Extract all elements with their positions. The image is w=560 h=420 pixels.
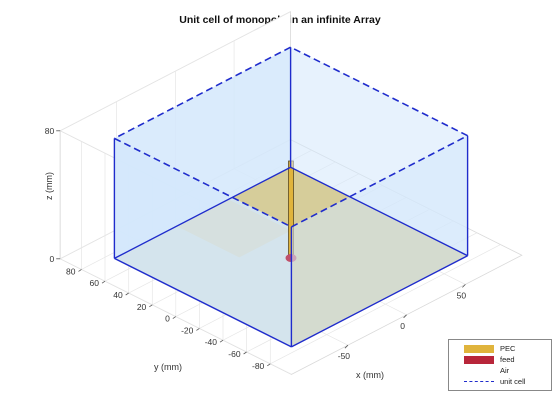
unit-cell-edge-2 <box>114 166 291 260</box>
y-tick-mark-4 <box>172 316 177 319</box>
unit-cell-scene <box>113 46 469 348</box>
y-tick-label-3: 20 <box>137 302 147 312</box>
y-tick-mark-0 <box>78 269 82 272</box>
z-axis-label: z (mm) <box>44 172 54 200</box>
y-tick-label-8: -80 <box>252 361 265 371</box>
unit-cell-edge-4 <box>291 134 468 228</box>
axis-labels: x (mm) y (mm) z (mm) <box>44 172 384 380</box>
legend-item-feed: feed <box>449 355 551 365</box>
legend-item-unit-cell: unit cell <box>449 377 551 387</box>
y-tick-mark-3 <box>149 304 153 308</box>
legend-swatch-pec <box>464 345 494 353</box>
unit-cell-edge-0 <box>291 255 468 348</box>
y-tick-mark-8 <box>267 363 271 367</box>
x-tick-mark-2 <box>462 284 466 288</box>
legend-label-unit-cell: unit cell <box>500 377 526 386</box>
y-tick-label-1: 60 <box>90 278 100 288</box>
air-wall-left <box>114 138 292 347</box>
unit-cell-edge-6 <box>114 46 291 140</box>
legend-label-air: Air <box>500 366 510 375</box>
legend: PEC feed Air unit cell <box>448 339 552 391</box>
unit-cell-edge-1 <box>290 166 468 257</box>
x-tick-mark-0 <box>344 344 349 349</box>
legend-swatch-feed <box>464 356 494 364</box>
y-tick-mark-5 <box>196 328 200 331</box>
unit-cell-edge-3 <box>114 257 292 348</box>
x-tick-label-1: 0 <box>400 321 405 331</box>
legend-swatch-air <box>464 367 494 375</box>
x-tick-label-2: 50 <box>457 290 467 300</box>
y-tick-mark-1 <box>101 280 106 284</box>
x-axis-label: x (mm) <box>356 370 384 380</box>
x-tick-mark-1 <box>403 314 407 319</box>
legend-item-air: Air <box>449 366 551 376</box>
axis-ticks: -50 0 50 80 60 40 20 0 -20 -40 -60 -80 80 0 <box>45 126 467 371</box>
y-tick-mark-6 <box>219 339 224 343</box>
y-tick-label-4: 0 <box>165 314 170 324</box>
air-wall-right <box>290 47 468 256</box>
y-axis-label: y (mm) <box>154 362 182 372</box>
legend-swatch-unit-cell <box>464 381 494 382</box>
y-tick-mark-2 <box>125 292 129 296</box>
y-tick-label-7: -60 <box>228 349 241 359</box>
y-tick-mark-7 <box>243 351 247 355</box>
legend-label-pec: PEC <box>500 344 516 353</box>
legend-label-feed: feed <box>500 355 515 364</box>
y-tick-label-5: -20 <box>181 325 194 335</box>
y-tick-label-0: 80 <box>66 266 76 276</box>
z-tick-label-1: 0 <box>49 254 54 264</box>
z-tick-label-0: 80 <box>45 126 55 136</box>
y-tick-label-6: -40 <box>205 337 218 347</box>
legend-item-pec: PEC <box>449 344 551 354</box>
x-tick-label-0: -50 <box>338 351 351 361</box>
y-tick-label-2: 40 <box>113 290 123 300</box>
